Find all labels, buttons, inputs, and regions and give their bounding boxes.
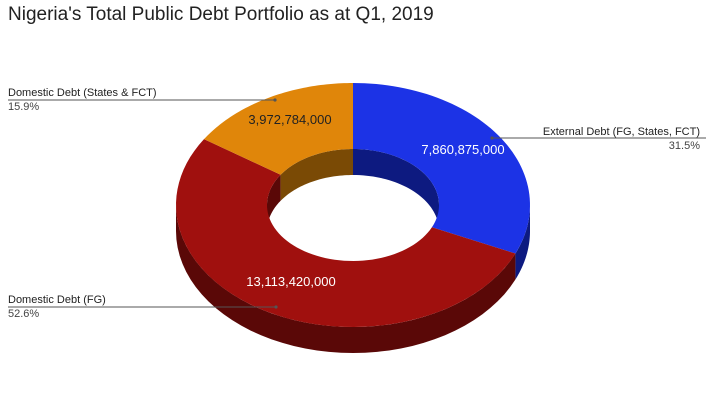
inner-wall-external-debt-fg-states-fct [353, 149, 439, 231]
value-labels: 7,860,875,000 13,113,420,000 3,972,784,000 [246, 112, 504, 289]
side-wall-domestic-debt-fg [176, 205, 516, 353]
slice-domestic-debt-fg [176, 139, 516, 327]
inner-wall-domestic-debt-states-fct-b [280, 149, 353, 201]
callout-label-external-debt: External Debt (FG, States, FCT) [542, 126, 700, 138]
inner-wall-domestic-debt-fg-b [267, 174, 281, 231]
value-label-external-debt-fg-states-fct: 7,860,875,000 [421, 142, 504, 157]
callout-dot-domestic-debt-fg [274, 305, 278, 309]
callout-label-domestic-debt-states: Domestic Debt (States & FCT) [8, 87, 157, 99]
callout-percent-domestic-debt-states: 15.9% [8, 101, 40, 113]
value-label-domestic-debt-states-fct: 3,972,784,000 [248, 112, 331, 127]
slice-external-debt-fg-states-fct [353, 83, 530, 254]
callout-lines [8, 98, 706, 309]
value-label-domestic-debt-fg: 13,113,420,000 [246, 274, 335, 289]
slice-domestic-debt-states-fct [204, 83, 353, 175]
callout-percent-domestic-debt-fg: 52.6% [8, 308, 40, 320]
donut-top-layer [176, 83, 530, 327]
callout-dot-external-debt-fg-states-fct [490, 136, 494, 140]
callout-percent-external-debt: 31.5% [668, 140, 700, 152]
side-wall-external-debt-fg-states-fct [515, 205, 530, 280]
donut-depth-layer [176, 149, 530, 353]
chart-title: Nigeria's Total Public Debt Portfolio as… [8, 4, 434, 25]
callout-label-domestic-debt-fg: Domestic Debt (FG) [8, 294, 106, 306]
callout-dot-domestic-debt-states-fct [273, 98, 277, 102]
